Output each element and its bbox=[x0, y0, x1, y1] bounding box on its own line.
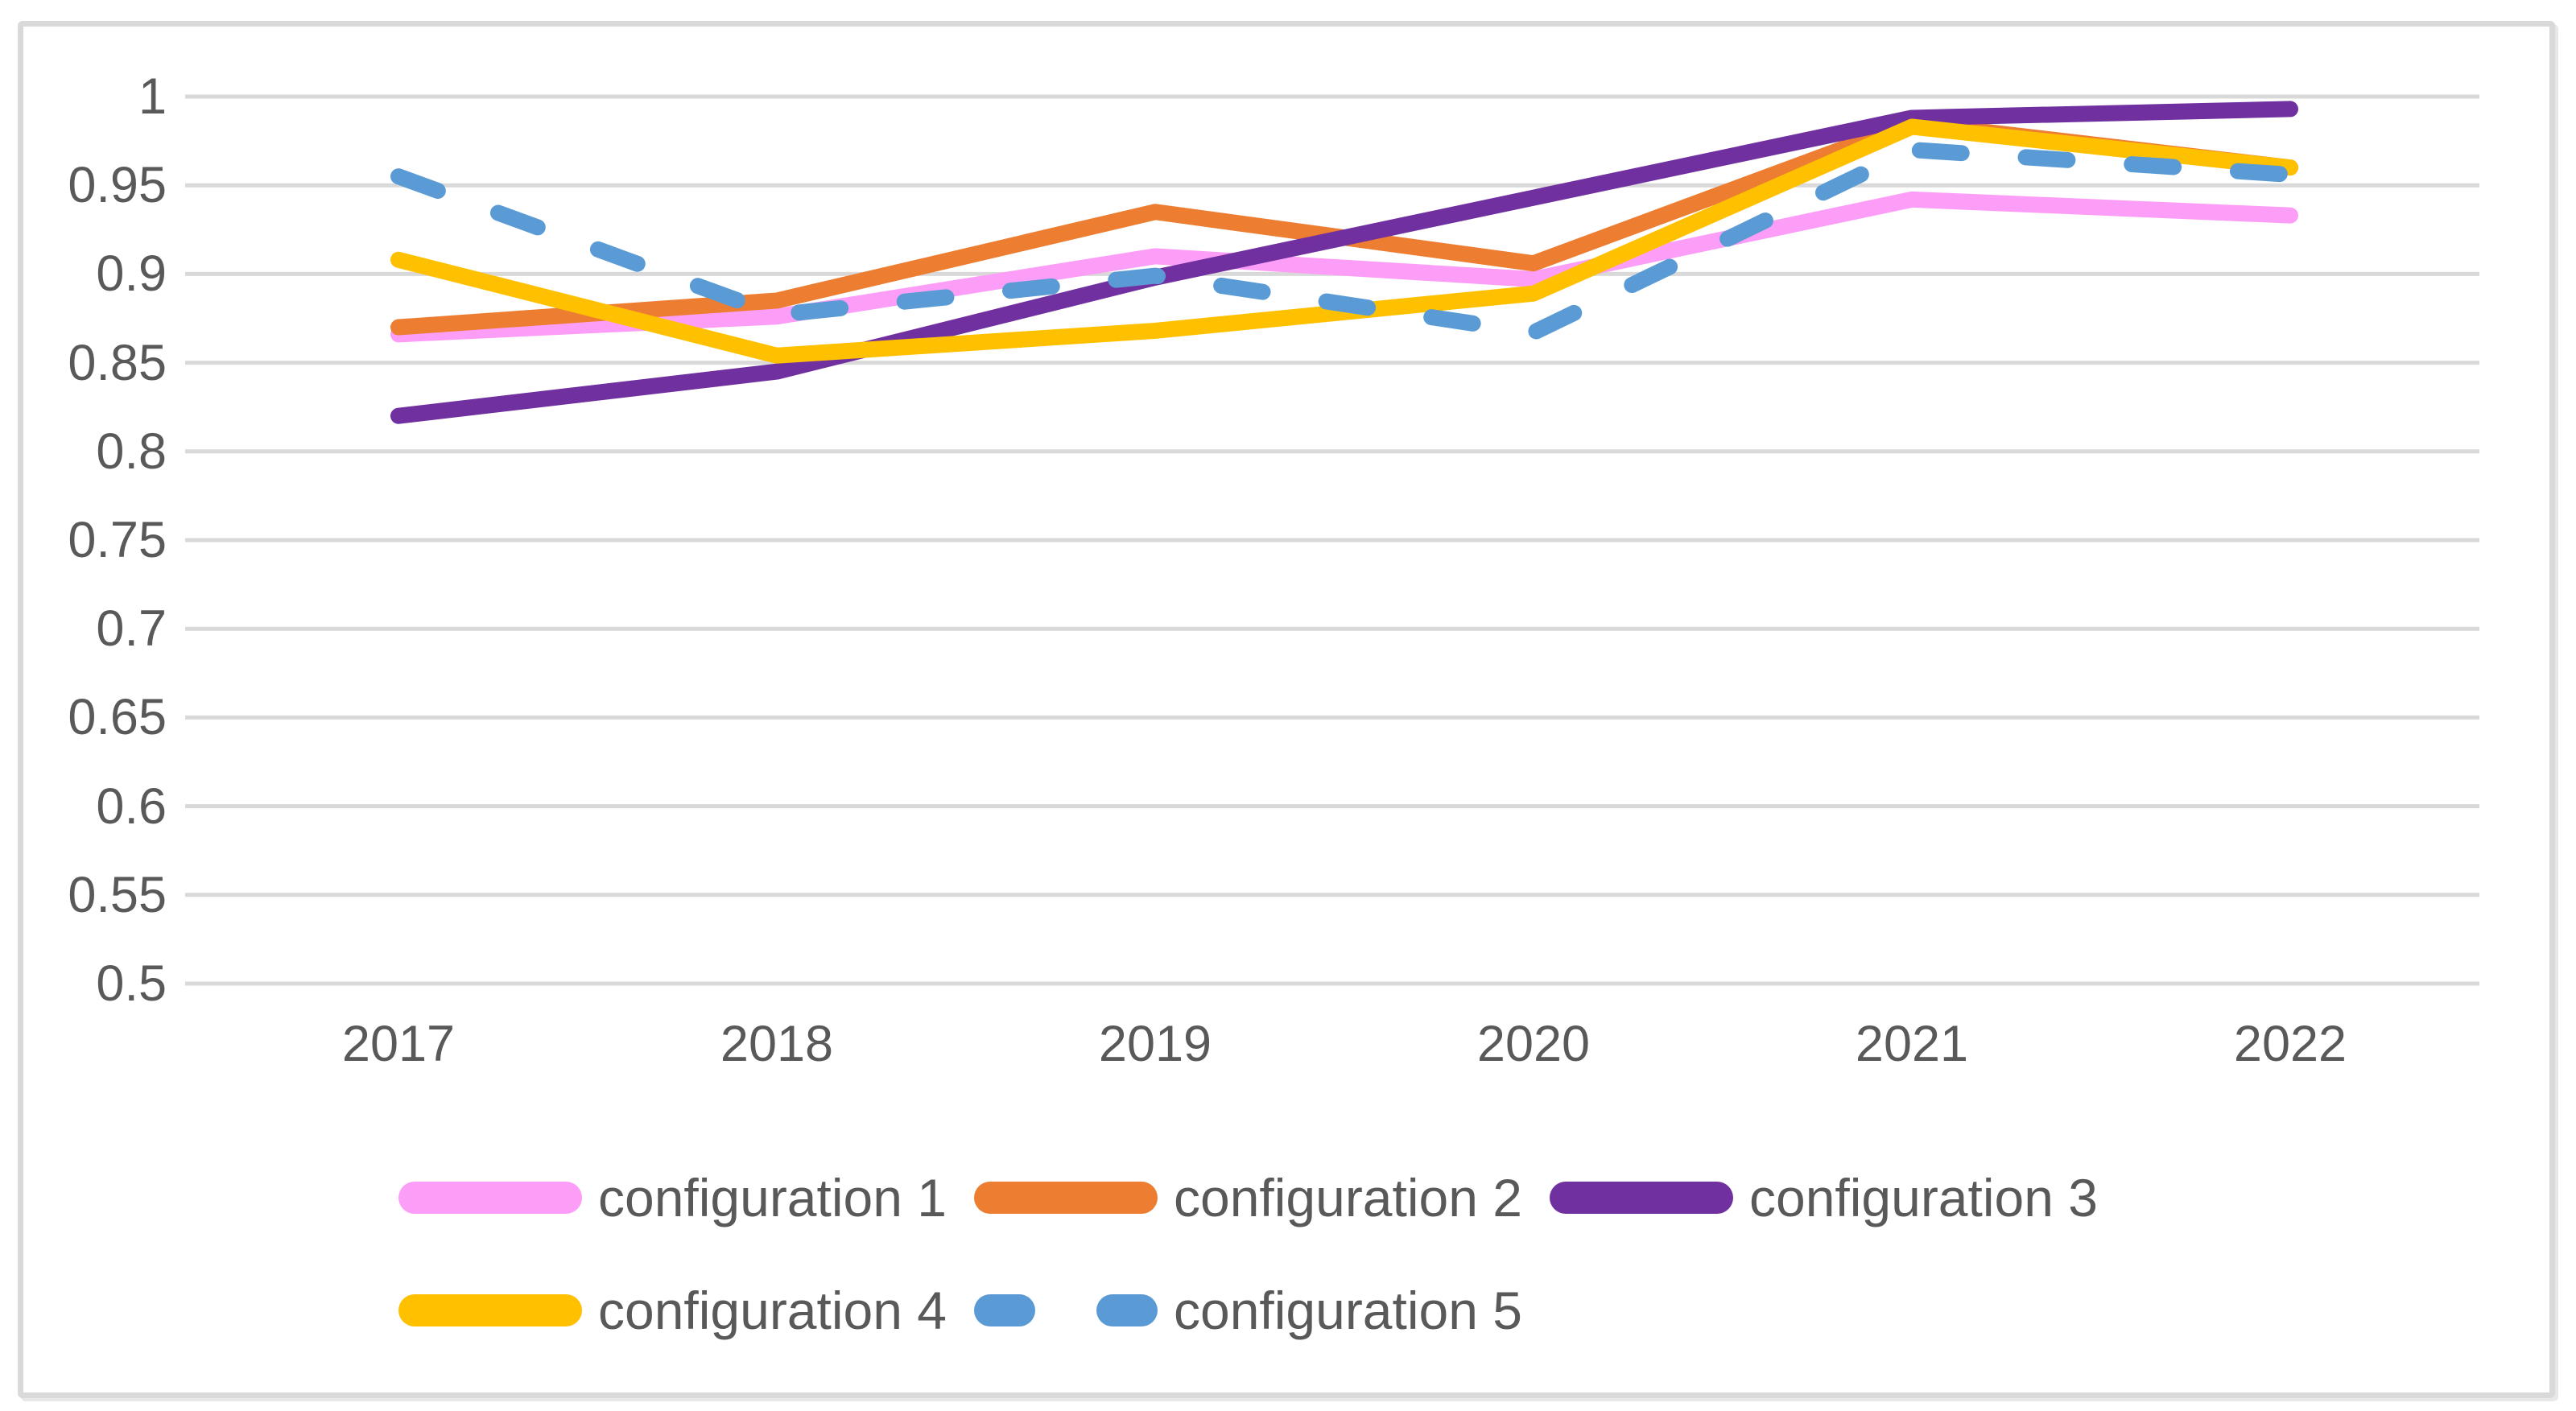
legend-label: configuration 5 bbox=[1174, 1281, 1522, 1340]
y-tick-label: 0.55 bbox=[68, 866, 167, 923]
legend-bar bbox=[398, 1182, 582, 1214]
series-line-configuration-1 bbox=[390, 191, 2298, 343]
legend-dash bbox=[1096, 1294, 1158, 1326]
legend-item-configuration-2[interactable]: configuration 2 bbox=[974, 1161, 1550, 1235]
legend-swatch-configuration-2-icon bbox=[974, 1182, 1158, 1214]
y-tick-label: 0.9 bbox=[96, 245, 167, 303]
legend-item-configuration-5[interactable]: configuration 5 bbox=[974, 1273, 1550, 1347]
legend-bar bbox=[974, 1182, 1158, 1214]
legend: configuration 1 configuration 2 configur… bbox=[398, 1161, 2178, 1347]
legend-item-configuration-1[interactable]: configuration 1 bbox=[398, 1161, 974, 1235]
legend-label: configuration 4 bbox=[598, 1281, 947, 1340]
y-tick-label: 0.7 bbox=[96, 600, 167, 658]
x-tick-label: 2018 bbox=[720, 1016, 834, 1072]
series-line-configuration-5 bbox=[390, 142, 2298, 341]
legend-swatch-configuration-3-icon bbox=[1550, 1182, 1733, 1214]
x-tick-label: 2017 bbox=[341, 1016, 456, 1072]
x-tick-label: 2020 bbox=[1476, 1016, 1591, 1072]
x-tick-label: 2019 bbox=[1098, 1016, 1212, 1072]
chart-outer-frame bbox=[18, 21, 2555, 1398]
x-tick-label: 2022 bbox=[2233, 1016, 2347, 1072]
legend-label: configuration 1 bbox=[598, 1168, 947, 1227]
x-tick-label: 2021 bbox=[1855, 1016, 1969, 1072]
y-tick-label: 0.95 bbox=[68, 157, 167, 214]
legend-swatch-configuration-1-icon bbox=[398, 1182, 582, 1214]
legend-label: configuration 2 bbox=[1174, 1168, 1522, 1227]
series-line-configuration-3 bbox=[390, 101, 2298, 424]
y-tick-label: 0.65 bbox=[68, 689, 167, 746]
y-tick-label: 1 bbox=[138, 68, 167, 125]
y-tick-label: 0.5 bbox=[96, 955, 167, 1012]
legend-label: configuration 3 bbox=[1749, 1168, 2098, 1227]
legend-swatch-configuration-4-icon bbox=[398, 1294, 582, 1326]
y-tick-label: 0.6 bbox=[96, 778, 167, 835]
y-tick-label: 0.75 bbox=[68, 512, 167, 568]
y-tick-label: 0.8 bbox=[96, 423, 167, 480]
legend-item-configuration-3[interactable]: configuration 3 bbox=[1550, 1161, 2125, 1235]
legend-dash bbox=[974, 1294, 1035, 1326]
legend-bar bbox=[398, 1294, 582, 1326]
legend-item-configuration-4[interactable]: configuration 4 bbox=[398, 1273, 974, 1347]
legend-swatch-configuration-5-icon bbox=[974, 1294, 1158, 1326]
legend-bar bbox=[1550, 1182, 1733, 1214]
y-tick-label: 0.85 bbox=[68, 334, 167, 391]
